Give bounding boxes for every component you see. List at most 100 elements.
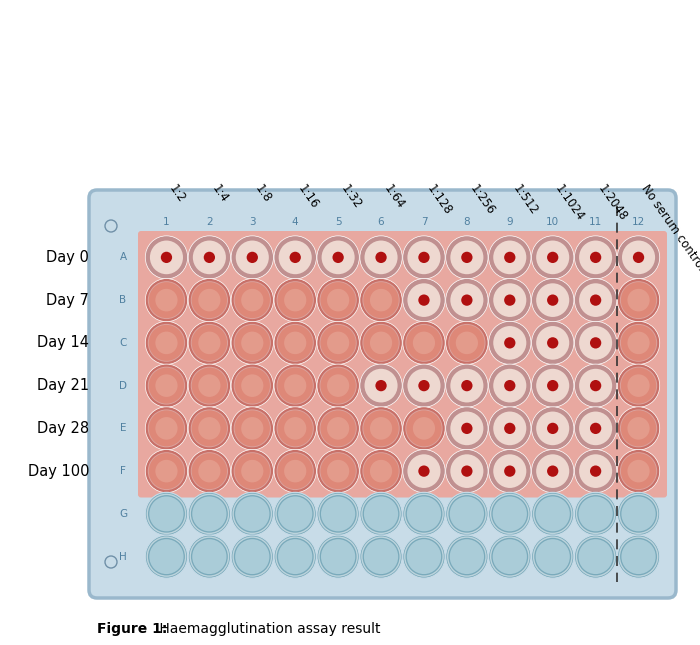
Ellipse shape <box>504 380 515 392</box>
Ellipse shape <box>617 450 659 493</box>
Ellipse shape <box>461 380 472 392</box>
Ellipse shape <box>360 535 402 578</box>
Ellipse shape <box>317 321 359 364</box>
Ellipse shape <box>578 539 612 574</box>
Ellipse shape <box>450 283 484 317</box>
Text: 7: 7 <box>421 217 427 227</box>
Ellipse shape <box>148 453 184 489</box>
Ellipse shape <box>360 364 402 407</box>
Ellipse shape <box>579 412 612 445</box>
Ellipse shape <box>407 241 440 274</box>
Ellipse shape <box>531 492 574 535</box>
Ellipse shape <box>235 497 270 531</box>
Ellipse shape <box>617 279 659 322</box>
Ellipse shape <box>493 539 527 574</box>
Ellipse shape <box>494 454 526 488</box>
Ellipse shape <box>446 364 488 407</box>
Ellipse shape <box>192 453 227 489</box>
Ellipse shape <box>579 454 612 488</box>
Ellipse shape <box>365 369 398 402</box>
Ellipse shape <box>536 497 570 531</box>
Text: 6: 6 <box>378 217 384 227</box>
Text: 4: 4 <box>292 217 298 227</box>
Ellipse shape <box>547 466 559 477</box>
Ellipse shape <box>155 417 178 440</box>
Ellipse shape <box>188 450 230 493</box>
Ellipse shape <box>494 326 526 360</box>
Ellipse shape <box>327 332 349 354</box>
Ellipse shape <box>536 369 569 402</box>
Ellipse shape <box>461 252 472 263</box>
Ellipse shape <box>461 422 472 434</box>
Ellipse shape <box>198 460 220 482</box>
Text: Day 21: Day 21 <box>37 378 89 393</box>
Ellipse shape <box>274 450 316 493</box>
Ellipse shape <box>360 279 402 322</box>
Ellipse shape <box>413 332 435 354</box>
Ellipse shape <box>375 380 386 392</box>
Ellipse shape <box>633 252 644 263</box>
Ellipse shape <box>146 407 188 450</box>
Ellipse shape <box>489 407 531 450</box>
Ellipse shape <box>617 407 659 450</box>
Text: Day 100: Day 100 <box>27 464 89 479</box>
Ellipse shape <box>575 279 617 322</box>
Ellipse shape <box>575 492 617 535</box>
Ellipse shape <box>450 369 484 402</box>
Ellipse shape <box>321 410 356 446</box>
Ellipse shape <box>446 321 488 364</box>
Ellipse shape <box>241 460 263 482</box>
Ellipse shape <box>370 332 392 354</box>
Text: 8: 8 <box>463 217 470 227</box>
Ellipse shape <box>407 497 441 531</box>
Ellipse shape <box>231 364 274 407</box>
Ellipse shape <box>274 492 316 535</box>
Ellipse shape <box>198 289 220 312</box>
Ellipse shape <box>231 492 274 535</box>
Ellipse shape <box>627 332 650 354</box>
Ellipse shape <box>321 325 356 361</box>
Text: 11: 11 <box>589 217 602 227</box>
Text: A: A <box>120 252 127 263</box>
Ellipse shape <box>365 241 398 274</box>
Ellipse shape <box>277 325 313 361</box>
Ellipse shape <box>204 252 215 263</box>
Ellipse shape <box>407 454 440 488</box>
Ellipse shape <box>621 410 657 446</box>
Ellipse shape <box>360 407 402 450</box>
Ellipse shape <box>148 368 184 404</box>
Ellipse shape <box>363 453 399 489</box>
Ellipse shape <box>489 535 531 578</box>
Ellipse shape <box>234 282 270 318</box>
Text: 1:8: 1:8 <box>252 183 274 206</box>
Text: B: B <box>120 295 127 305</box>
Ellipse shape <box>531 236 574 279</box>
Text: 1:128: 1:128 <box>424 183 454 218</box>
Ellipse shape <box>360 321 402 364</box>
Ellipse shape <box>317 535 359 578</box>
Ellipse shape <box>621 282 657 318</box>
Ellipse shape <box>617 364 659 407</box>
Ellipse shape <box>241 289 263 312</box>
Ellipse shape <box>321 453 356 489</box>
Ellipse shape <box>590 466 601 477</box>
Ellipse shape <box>241 417 263 440</box>
Ellipse shape <box>446 279 488 322</box>
Ellipse shape <box>590 337 601 348</box>
Ellipse shape <box>494 241 526 274</box>
Ellipse shape <box>146 492 188 535</box>
Ellipse shape <box>622 241 655 274</box>
Ellipse shape <box>231 450 274 493</box>
Text: Haemagglutination assay result: Haemagglutination assay result <box>155 622 381 636</box>
Ellipse shape <box>317 450 359 493</box>
Ellipse shape <box>575 535 617 578</box>
Ellipse shape <box>274 535 316 578</box>
Ellipse shape <box>489 492 531 535</box>
Ellipse shape <box>449 497 484 531</box>
Ellipse shape <box>193 539 227 574</box>
Ellipse shape <box>504 337 515 348</box>
Ellipse shape <box>321 241 355 274</box>
Ellipse shape <box>321 539 356 574</box>
Ellipse shape <box>446 450 488 493</box>
Ellipse shape <box>446 407 488 450</box>
